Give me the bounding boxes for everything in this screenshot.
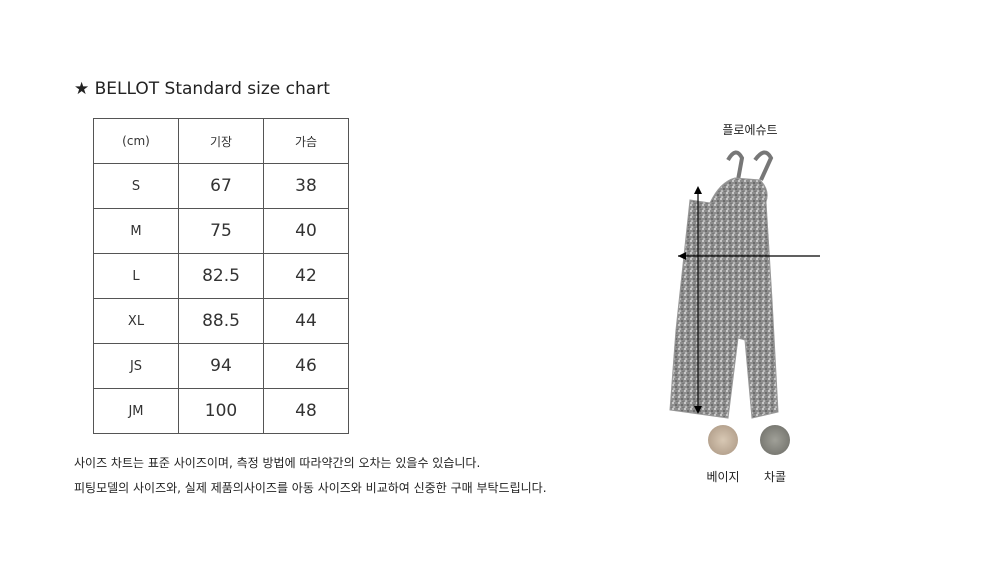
header-cell: 가슴 [263, 118, 349, 164]
strap-left [726, 150, 745, 181]
strap-right [753, 150, 774, 181]
size-cell: M [93, 208, 179, 254]
size-cell: L [93, 253, 179, 299]
fit-note: 피팅모델의 사이즈와, 실제 제품의사이즈를 아동 사이즈와 비교하여 신중한 … [74, 481, 547, 495]
chest-cell: 40 [263, 208, 349, 254]
color-label-charcoal: 차콜 [763, 470, 787, 484]
table-row: S 67 38 [93, 163, 349, 209]
length-cell: 94 [178, 343, 264, 389]
chart-title: ★ BELLOT Standard size chart [74, 79, 330, 99]
garment [669, 177, 779, 419]
color-swatch-charcoal[interactable] [760, 425, 790, 455]
chest-cell: 48 [263, 388, 349, 434]
color-swatch-beige[interactable] [708, 425, 738, 455]
length-cell: 88.5 [178, 298, 264, 344]
length-cell: 75 [178, 208, 264, 254]
table-header-row: (cm) 기장 가슴 [93, 118, 349, 164]
size-cell: XL [93, 298, 179, 344]
length-cell: 100 [178, 388, 264, 434]
table-row: M 75 40 [93, 208, 349, 254]
chest-cell: 42 [263, 253, 349, 299]
chest-cell: 46 [263, 343, 349, 389]
length-cell: 82.5 [178, 253, 264, 299]
table-row: XL 88.5 44 [93, 298, 349, 344]
chest-cell: 38 [263, 163, 349, 209]
product-image [669, 150, 820, 419]
size-cell: JM [93, 388, 179, 434]
size-cell: S [93, 163, 179, 209]
table-row: JS 94 46 [93, 343, 349, 389]
size-cell: JS [93, 343, 179, 389]
size-note: 사이즈 차트는 표준 사이즈이며, 측정 방법에 따라약간의 오차는 있을수 있… [74, 456, 481, 470]
table-row: L 82.5 42 [93, 253, 349, 299]
header-cell: (cm) [93, 118, 179, 164]
header-cell: 기장 [178, 118, 264, 164]
chest-cell: 44 [263, 298, 349, 344]
product-name: 플로에슈트 [722, 123, 778, 137]
length-cell: 67 [178, 163, 264, 209]
table-row: JM 100 48 [93, 388, 349, 434]
size-table: (cm) 기장 가슴 S 67 38 M 75 40 L 82.5 42 XL 88.5 44 … [93, 118, 349, 434]
color-label-beige: 베이지 [706, 470, 740, 484]
